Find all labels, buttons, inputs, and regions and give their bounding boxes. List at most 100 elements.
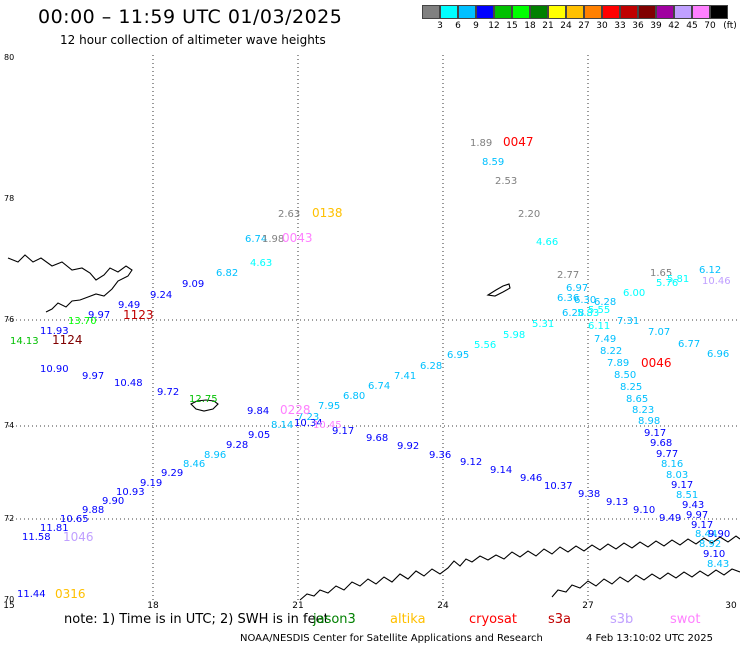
wave-height-label: 6.11 xyxy=(588,321,610,332)
legend-swatch xyxy=(584,5,602,19)
legend-swatch xyxy=(674,5,692,19)
lat-label-78: 78 xyxy=(4,194,14,203)
wave-height-label: 8.22 xyxy=(600,346,622,357)
wave-height-label: 9.12 xyxy=(460,457,482,468)
wave-height-label: 9.28 xyxy=(226,440,248,451)
legend-label: 33 xyxy=(614,21,626,31)
legend-label: 30 xyxy=(596,21,608,31)
wave-height-label: 6.95 xyxy=(447,350,469,361)
satellite-label-s3a: s3a xyxy=(548,612,572,627)
wave-height-label: 6.28 xyxy=(562,308,584,319)
wave-height-label: 10.37 xyxy=(544,481,573,492)
legend-swatch xyxy=(494,5,512,19)
pass-time-label: 1046 xyxy=(63,530,94,544)
legend-swatch xyxy=(566,5,584,19)
legend-swatch xyxy=(422,5,440,19)
pass-time-labels: 0047 0138 0043 1123 1124 0046 0228 1046 0316 xyxy=(52,135,672,601)
legend-label: 18 xyxy=(524,21,536,31)
wave-height-label: 6.36 xyxy=(557,293,579,304)
legend-label: 39 xyxy=(650,21,662,31)
satellite-label-swot: swot xyxy=(670,612,701,627)
wave-height-label: 9.10 xyxy=(633,505,655,516)
wave-height-label: 7.41 xyxy=(394,371,416,382)
pass-time-label: 0043 xyxy=(282,231,313,245)
pass-time-label: 0046 xyxy=(641,356,672,370)
legend-label: 15 xyxy=(506,21,518,31)
wave-height-label: 6.28 xyxy=(594,297,616,308)
wave-height-label: 9.49 xyxy=(118,300,140,311)
wave-height-label: 6.77 xyxy=(678,339,700,350)
wave-height-label: 8.25 xyxy=(620,382,642,393)
legend-unit: (ft) xyxy=(723,21,737,31)
wave-height-label: 11.93 xyxy=(40,326,69,337)
wave-height-label: 9.97 xyxy=(82,371,104,382)
wave-height-label: 12.75 xyxy=(189,394,218,405)
pass-time-label: 0138 xyxy=(312,206,343,220)
pass-time-label: 0316 xyxy=(55,587,86,601)
lon-label-18: 18 xyxy=(147,601,159,610)
wave-height-label: 9.38 xyxy=(578,489,600,500)
wave-height-label: 9.68 xyxy=(366,433,388,444)
legend-swatch xyxy=(476,5,494,19)
coastline-norway xyxy=(299,535,740,601)
legend-swatch xyxy=(512,5,530,19)
lat-label-76: 76 xyxy=(4,315,14,324)
satellite-label-jason3: jason3 xyxy=(313,612,356,627)
wave-height-label: 5.83 xyxy=(577,308,599,319)
satellite-label-s3b: s3b xyxy=(610,612,634,627)
wave-height-label: 4.63 xyxy=(250,258,272,269)
wave-height-label: 5.55 xyxy=(588,305,610,316)
legend-swatch xyxy=(638,5,656,19)
wave-height-label: 9.10 xyxy=(703,549,725,560)
wave-height-label: 9.90 xyxy=(102,496,124,507)
wave-height-label: 8.14 xyxy=(271,420,293,431)
wave-height-label: 9.49 xyxy=(659,513,681,524)
wave-height-label: 1.65 xyxy=(650,268,672,279)
wave-height-label: 10.65 xyxy=(60,514,89,525)
wave-height-label: 6.00 xyxy=(623,288,645,299)
coastline-svalbard xyxy=(7,254,133,313)
wave-height-label: 2.77 xyxy=(557,270,579,281)
legend-label: 21 xyxy=(542,21,554,31)
wave-height-label: 9.29 xyxy=(161,468,183,479)
legend-swatch xyxy=(620,5,638,19)
wave-height-label: 1.89 xyxy=(470,138,492,149)
legend-swatch xyxy=(602,5,620,19)
wave-height-label: 9.97 xyxy=(686,510,708,521)
wave-height-label: 10.34 xyxy=(294,418,323,429)
satellite-label-cryosat: cryosat xyxy=(469,612,517,627)
wave-height-label: 9.09 xyxy=(182,279,204,290)
legend-label: 3 xyxy=(437,21,443,31)
wave-height-label: 9.46 xyxy=(520,473,542,484)
wave-height-label: 8.44 xyxy=(695,529,717,540)
wave-height-label: 9.36 xyxy=(429,450,451,461)
wave-height-map: 80 78 76 74 72 70 15 18 21 24 27 30 1.89… xyxy=(3,53,740,610)
pass-time-label: 1123 xyxy=(123,308,154,322)
wave-height-label: 8.03 xyxy=(666,470,688,481)
legend-swatch xyxy=(656,5,674,19)
wave-height-label: 8.59 xyxy=(482,157,504,168)
legend-label: 12 xyxy=(488,21,500,31)
lat-label-74: 74 xyxy=(4,421,14,430)
wave-height-label: 11.81 xyxy=(40,523,69,534)
wave-height-label: 9.17 xyxy=(332,426,354,437)
legend-label: 70 xyxy=(704,21,716,31)
wave-height-label: 11.44 xyxy=(17,589,46,600)
wave-height-label: 9.17 xyxy=(691,520,713,531)
coastline-kong-karls xyxy=(486,283,511,297)
wave-height-label: 8.23 xyxy=(632,405,654,416)
wave-height-label: 6.28 xyxy=(420,361,442,372)
wave-height-label: 7.23 xyxy=(297,412,319,423)
wave-height-label: 9.97 xyxy=(88,310,110,321)
pass-time-label: 0047 xyxy=(503,135,534,149)
legend-label: 36 xyxy=(632,21,644,31)
pass-time-label: 1124 xyxy=(52,333,83,347)
wave-height-label: 1.98 xyxy=(262,234,284,245)
lon-label-15: 15 xyxy=(3,601,14,610)
wave-height-label: 9.13 xyxy=(606,497,628,508)
lon-axis-labels: 15 18 21 24 27 30 xyxy=(3,601,737,610)
wave-height-label: 5.56 xyxy=(474,340,496,351)
lon-gridlines xyxy=(152,55,589,600)
wave-height-label: 5.31 xyxy=(532,319,554,330)
wave-height-label: 8.98 xyxy=(638,416,660,427)
